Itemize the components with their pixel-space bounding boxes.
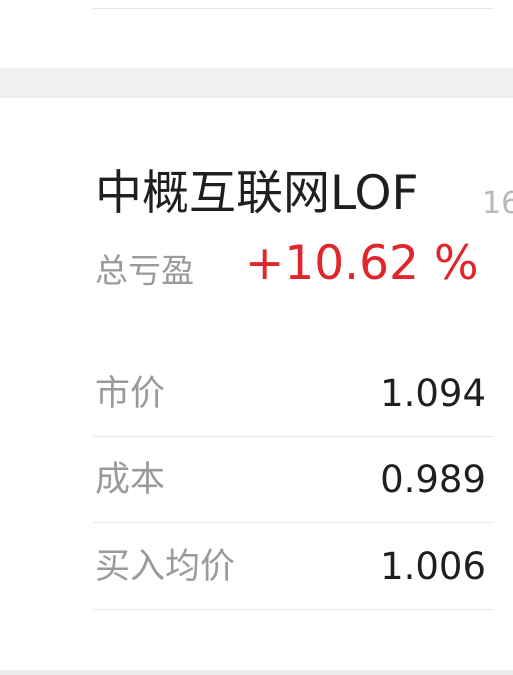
divider: [93, 8, 494, 9]
total-pl-value: +10.62 %: [245, 236, 479, 291]
fund-name: 中概互联网LOF: [95, 166, 419, 221]
detail-row-cost: 成本 0.989: [93, 437, 494, 523]
previous-card: [0, 0, 513, 68]
divider: [93, 436, 494, 437]
fund-code: 16: [482, 186, 513, 221]
cost-label: 成本: [95, 460, 166, 500]
section-separator: [0, 670, 513, 675]
total-pl-label: 总亏盈: [95, 251, 194, 290]
market-price-label: 市价: [95, 374, 166, 414]
avg-buy-price-value: 1.006: [380, 545, 486, 588]
market-price-value: 1.094: [380, 372, 486, 415]
avg-buy-price-label: 买入均价: [95, 547, 236, 587]
section-separator: [0, 68, 513, 98]
divider: [93, 522, 494, 523]
divider: [93, 609, 494, 610]
fund-holding-card[interactable]: 中概互联网LOF 16 总亏盈 +10.62 % 市价 1.094 成本 0.9…: [0, 98, 513, 670]
detail-row-avg-buy-price: 买入均价 1.006: [93, 524, 494, 610]
cost-value: 0.989: [380, 458, 486, 501]
detail-row-market-price: 市价 1.094: [93, 351, 494, 437]
